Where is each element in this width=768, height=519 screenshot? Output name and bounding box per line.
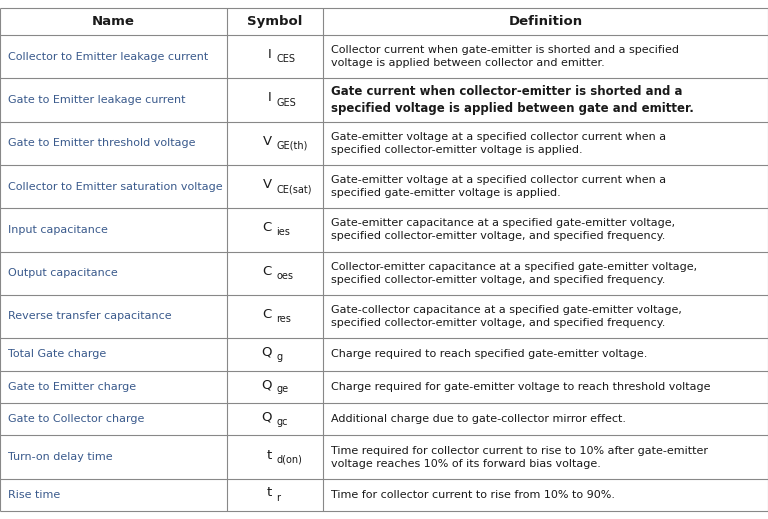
Text: Collector to Emitter saturation voltage: Collector to Emitter saturation voltage bbox=[8, 182, 222, 192]
Text: t: t bbox=[266, 448, 272, 461]
Text: V: V bbox=[263, 178, 272, 191]
Text: Total Gate charge: Total Gate charge bbox=[8, 349, 106, 359]
Text: Charge required to reach specified gate-emitter voltage.: Charge required to reach specified gate-… bbox=[331, 349, 647, 359]
Text: Gate-emitter voltage at a specified collector current when a
specified gate-emit: Gate-emitter voltage at a specified coll… bbox=[331, 175, 666, 198]
Text: ge: ge bbox=[276, 385, 289, 394]
Text: res: res bbox=[276, 314, 291, 324]
Text: Time required for collector current to rise to 10% after gate-emitter
voltage re: Time required for collector current to r… bbox=[331, 446, 708, 469]
Text: Gate-collector capacitance at a specified gate-emitter voltage,
specified collec: Gate-collector capacitance at a specifie… bbox=[331, 305, 682, 328]
Text: Collector current when gate-emitter is shorted and a specified
voltage is applie: Collector current when gate-emitter is s… bbox=[331, 45, 679, 68]
Text: I: I bbox=[268, 48, 272, 61]
Text: Collector to Emitter leakage current: Collector to Emitter leakage current bbox=[8, 52, 208, 62]
Text: C: C bbox=[263, 221, 272, 234]
Text: C: C bbox=[263, 308, 272, 321]
Text: Rise time: Rise time bbox=[8, 490, 60, 500]
Text: t: t bbox=[266, 486, 272, 499]
Text: Output capacitance: Output capacitance bbox=[8, 268, 118, 278]
Text: Definition: Definition bbox=[508, 15, 583, 28]
Text: Reverse transfer capacitance: Reverse transfer capacitance bbox=[8, 311, 171, 321]
Text: r: r bbox=[276, 493, 280, 502]
Text: Q: Q bbox=[261, 346, 272, 359]
Text: oes: oes bbox=[276, 271, 293, 281]
Text: Gate-emitter voltage at a specified collector current when a
specified collector: Gate-emitter voltage at a specified coll… bbox=[331, 132, 666, 155]
Text: Q: Q bbox=[261, 378, 272, 391]
Text: CES: CES bbox=[276, 54, 296, 64]
Text: Collector-emitter capacitance at a specified gate-emitter voltage,
specified col: Collector-emitter capacitance at a speci… bbox=[331, 262, 697, 284]
Text: I: I bbox=[268, 91, 272, 104]
Text: Gate to Collector charge: Gate to Collector charge bbox=[8, 414, 144, 424]
Text: V: V bbox=[263, 135, 272, 148]
Text: C: C bbox=[263, 265, 272, 278]
Text: Gate to Emitter threshold voltage: Gate to Emitter threshold voltage bbox=[8, 139, 195, 148]
Text: GE(th): GE(th) bbox=[276, 141, 308, 151]
Text: Time for collector current to rise from 10% to 90%.: Time for collector current to rise from … bbox=[331, 490, 615, 500]
Text: Gate-emitter capacitance at a specified gate-emitter voltage,
specified collecto: Gate-emitter capacitance at a specified … bbox=[331, 218, 675, 241]
Text: Turn-on delay time: Turn-on delay time bbox=[8, 452, 112, 462]
Text: Symbol: Symbol bbox=[247, 15, 303, 28]
Text: Gate to Emitter charge: Gate to Emitter charge bbox=[8, 382, 136, 392]
Text: ies: ies bbox=[276, 227, 290, 238]
Text: CE(sat): CE(sat) bbox=[276, 184, 312, 194]
Text: Gate current when collector-emitter is shorted and a
specified voltage is applie: Gate current when collector-emitter is s… bbox=[331, 85, 694, 115]
Text: g: g bbox=[276, 352, 283, 362]
Text: GES: GES bbox=[276, 98, 296, 107]
Text: Additional charge due to gate-collector mirror effect.: Additional charge due to gate-collector … bbox=[331, 414, 626, 424]
Text: Name: Name bbox=[92, 15, 134, 28]
Text: d(on): d(on) bbox=[276, 455, 303, 465]
Text: Input capacitance: Input capacitance bbox=[8, 225, 108, 235]
Text: Gate to Emitter leakage current: Gate to Emitter leakage current bbox=[8, 95, 185, 105]
Text: gc: gc bbox=[276, 417, 288, 427]
Text: Q: Q bbox=[261, 411, 272, 424]
Text: Charge required for gate-emitter voltage to reach threshold voltage: Charge required for gate-emitter voltage… bbox=[331, 382, 710, 392]
